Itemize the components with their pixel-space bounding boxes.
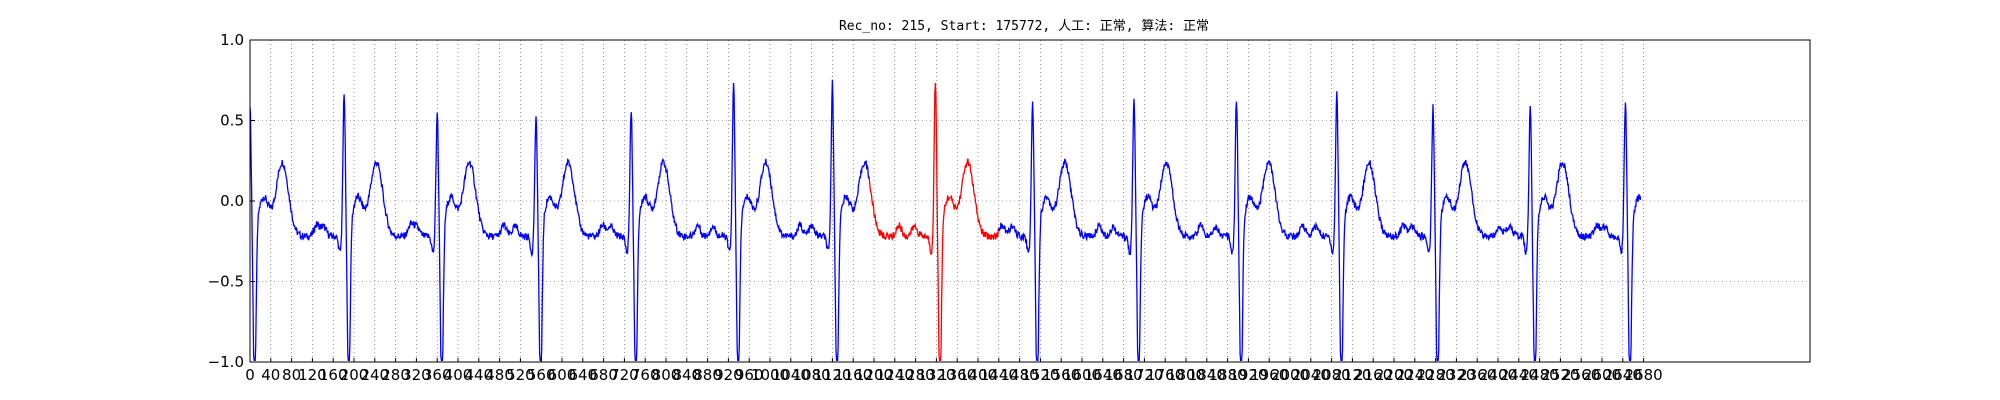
x-tick-label: 2440 bbox=[1500, 366, 1538, 384]
x-tick-label: 1600 bbox=[1063, 366, 1101, 384]
x-tick-label: 2600 bbox=[1583, 366, 1621, 384]
ecg-segment-before bbox=[249, 79, 870, 362]
x-tick-label: 2560 bbox=[1562, 366, 1600, 384]
x-tick-label: 920 bbox=[714, 366, 743, 384]
x-tick-label: 1320 bbox=[917, 366, 955, 384]
x-tick-label: 760 bbox=[631, 366, 660, 384]
x-tick-label: 1440 bbox=[980, 366, 1018, 384]
x-tick-label: 240 bbox=[360, 366, 389, 384]
x-tick-label: 2400 bbox=[1479, 366, 1517, 384]
x-tick-label: 1840 bbox=[1188, 366, 1226, 384]
y-axis: 1.0 0.5 0.0 −0.5 −1.0 bbox=[208, 31, 255, 371]
x-tick-label: 2040 bbox=[1292, 366, 1330, 384]
x-tick-label: 560 bbox=[527, 366, 556, 384]
x-tick-label: 280 bbox=[381, 366, 410, 384]
x-tick-label: 1400 bbox=[959, 366, 997, 384]
x-tick-label: 0 bbox=[245, 366, 255, 384]
chart-title: Rec_no: 215, Start: 175772, 人工: 正常, 算法: … bbox=[839, 19, 1209, 34]
x-tick-label: 1080 bbox=[793, 366, 831, 384]
x-tick-label: 1800 bbox=[1167, 366, 1205, 384]
grid bbox=[249, 39, 1810, 363]
x-tick-label: 1040 bbox=[772, 366, 810, 384]
x-tick-label: 40 bbox=[261, 366, 280, 384]
x-tick-label: 1920 bbox=[1229, 366, 1267, 384]
x-tick-label: 360 bbox=[423, 366, 452, 384]
x-tick-label: 680 bbox=[589, 366, 618, 384]
x-tick-label: 880 bbox=[693, 366, 722, 384]
x-tick-label: 2520 bbox=[1541, 366, 1579, 384]
x-tick-label: 160 bbox=[319, 366, 348, 384]
x-tick-label: 1000 bbox=[751, 366, 789, 384]
ecg-segment-after bbox=[998, 91, 1642, 362]
x-tick-label: 960 bbox=[735, 366, 764, 384]
x-tick-label: 1880 bbox=[1209, 366, 1247, 384]
y-tick-label: 1.0 bbox=[220, 31, 244, 49]
x-tick-label: 2240 bbox=[1396, 366, 1434, 384]
x-tick-label: 1160 bbox=[834, 366, 872, 384]
x-tick-label: 1960 bbox=[1250, 366, 1288, 384]
x-tick-label: 2000 bbox=[1271, 366, 1309, 384]
x-tick-label: 1280 bbox=[897, 366, 935, 384]
x-tick-label: 1680 bbox=[1105, 366, 1143, 384]
x-tick-label: 1480 bbox=[1001, 366, 1039, 384]
x-tick-label: 2640 bbox=[1604, 366, 1642, 384]
x-tick-label: 1360 bbox=[938, 366, 976, 384]
x-tick-label: 2160 bbox=[1354, 366, 1392, 384]
x-tick-label: 480 bbox=[485, 366, 514, 384]
x-tick-label: 2120 bbox=[1333, 366, 1371, 384]
x-tick-label: 640 bbox=[568, 366, 597, 384]
y-tick-label: −0.5 bbox=[208, 273, 244, 291]
x-tick-label: 1560 bbox=[1042, 366, 1080, 384]
x-axis: 0 40 8012016020024028032036040044048052056… bbox=[245, 358, 1663, 384]
x-tick-label: 840 bbox=[672, 366, 701, 384]
x-tick-label: 520 bbox=[506, 366, 535, 384]
x-tick-label: 600 bbox=[548, 366, 577, 384]
y-tick-label: 0.5 bbox=[220, 112, 244, 130]
x-tick-label: 2200 bbox=[1375, 366, 1413, 384]
x-tick-label: 1240 bbox=[876, 366, 914, 384]
x-tick-label: 320 bbox=[402, 366, 431, 384]
x-tick-label: 2480 bbox=[1521, 366, 1559, 384]
x-tick-label: 2360 bbox=[1458, 366, 1496, 384]
x-tick-label: 440 bbox=[464, 366, 493, 384]
x-tick-label: 1640 bbox=[1084, 366, 1122, 384]
y-tick-label: 0.0 bbox=[220, 192, 244, 210]
x-tick-label: 2280 bbox=[1417, 366, 1455, 384]
x-tick-label: 120 bbox=[298, 366, 327, 384]
ecg-segment-highlight bbox=[868, 82, 1000, 362]
ecg-trace bbox=[249, 79, 1642, 362]
x-tick-label: 1520 bbox=[1021, 366, 1059, 384]
x-tick-label: 1760 bbox=[1146, 366, 1184, 384]
x-tick-label: 80 bbox=[282, 366, 301, 384]
x-tick-label: 200 bbox=[340, 366, 369, 384]
x-tick-label: 720 bbox=[610, 366, 639, 384]
y-tick-label: −1.0 bbox=[208, 353, 244, 371]
x-tick-label: 2320 bbox=[1437, 366, 1475, 384]
x-tick-label: 1720 bbox=[1125, 366, 1163, 384]
x-tick-label: 1200 bbox=[855, 366, 893, 384]
x-tick-label: 2080 bbox=[1313, 366, 1351, 384]
x-tick-label: 800 bbox=[652, 366, 681, 384]
x-tick-label: 400 bbox=[444, 366, 473, 384]
x-tick-label: 2680 bbox=[1625, 366, 1663, 384]
x-tick-label: 1120 bbox=[813, 366, 851, 384]
